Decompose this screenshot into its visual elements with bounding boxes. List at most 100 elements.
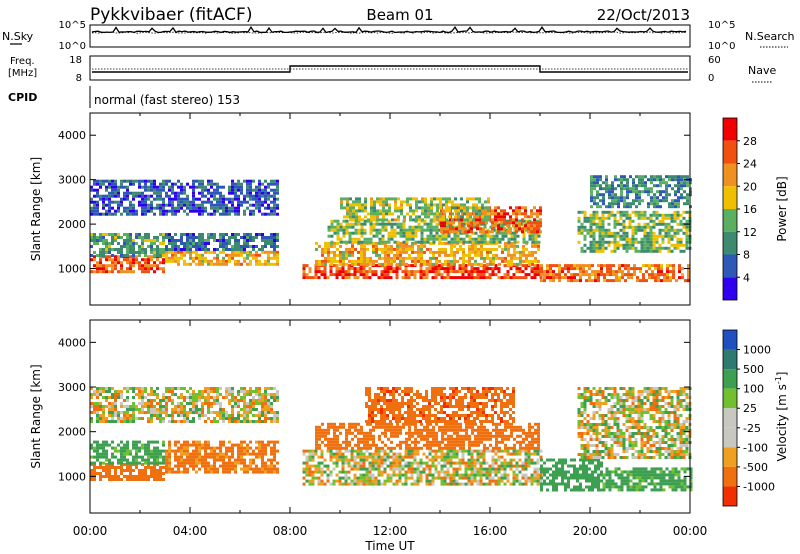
power-cell xyxy=(639,279,642,283)
velocity-cell xyxy=(311,470,315,474)
power-cell xyxy=(150,255,153,259)
power-cell xyxy=(243,209,246,213)
power-cell xyxy=(371,270,375,274)
velocity-cell xyxy=(162,408,165,411)
power-cell xyxy=(530,209,533,213)
velocity-cell xyxy=(99,446,102,450)
power-cell xyxy=(141,197,144,201)
power-cell xyxy=(237,206,240,210)
velocity-cell xyxy=(210,402,213,405)
power-cell xyxy=(384,228,388,232)
power-cell xyxy=(674,199,677,203)
velocity-cell xyxy=(114,446,117,450)
power-cell xyxy=(466,206,469,210)
power-cell xyxy=(249,209,252,213)
velocity-cell xyxy=(189,399,192,402)
power-cell xyxy=(603,273,606,277)
power-cell xyxy=(105,251,108,254)
power-cell xyxy=(329,267,333,271)
power-cell xyxy=(599,175,602,179)
velocity-cell xyxy=(222,414,225,417)
power-cell xyxy=(264,191,267,195)
power-cell xyxy=(378,231,382,235)
power-cell xyxy=(231,203,234,207)
power-cell xyxy=(342,259,345,263)
power-cell xyxy=(411,250,414,254)
velocity-cell xyxy=(249,399,252,402)
velocity-cell xyxy=(273,458,276,462)
power-cell xyxy=(412,218,415,222)
power-cell xyxy=(531,262,534,266)
power-cell xyxy=(504,247,507,251)
velocity-cell xyxy=(380,461,384,465)
power-cell xyxy=(605,190,608,194)
power-cell xyxy=(138,251,141,254)
velocity-cell xyxy=(389,461,393,465)
power-cell xyxy=(343,206,346,210)
power-cell xyxy=(653,202,656,206)
power-cell xyxy=(464,230,467,234)
power-cell xyxy=(561,267,564,271)
power-cell xyxy=(370,206,373,210)
power-cell xyxy=(524,273,528,277)
velocity-cell xyxy=(108,408,111,411)
power-cell xyxy=(491,212,494,216)
velocity-cell xyxy=(108,458,111,462)
power-cell xyxy=(354,228,358,232)
velocity-cell xyxy=(201,402,204,405)
power-cell xyxy=(679,243,683,247)
power-cell xyxy=(644,190,647,194)
power-cell xyxy=(117,251,120,254)
power-cell xyxy=(643,231,647,235)
power-cell xyxy=(599,178,602,182)
velocity-cell xyxy=(186,455,189,459)
power-cell xyxy=(105,194,108,198)
power-cell xyxy=(96,236,99,239)
power-cell xyxy=(400,209,403,213)
velocity-cell xyxy=(219,449,222,453)
power-cell xyxy=(411,225,415,229)
velocity-cell xyxy=(171,420,174,423)
power-region xyxy=(165,250,279,266)
power-cell xyxy=(580,231,584,235)
velocity-cell xyxy=(389,455,393,459)
velocity-cell xyxy=(276,467,279,471)
power-cell xyxy=(159,251,162,254)
velocity-cell xyxy=(243,414,246,417)
power-cell xyxy=(252,253,255,257)
power-cell xyxy=(144,200,147,204)
power-cell xyxy=(409,218,412,222)
velocity-cell xyxy=(96,452,99,456)
velocity-cell xyxy=(258,452,261,456)
velocity-cell xyxy=(237,458,240,462)
power-cell xyxy=(656,196,659,200)
power-cell xyxy=(555,273,558,277)
power-cell xyxy=(583,213,587,217)
velocity-cell xyxy=(117,411,120,414)
velocity-cell xyxy=(225,414,228,417)
power-cell xyxy=(676,228,680,232)
velocity-cell xyxy=(156,396,159,399)
power-cell xyxy=(255,200,258,204)
power-cell xyxy=(324,262,327,266)
power-cell xyxy=(487,209,490,213)
velocity-cell xyxy=(377,470,381,474)
power-cell xyxy=(472,218,475,222)
power-cell xyxy=(579,276,582,280)
velocity-cell xyxy=(195,461,198,465)
power-cell xyxy=(369,262,372,266)
power-cell xyxy=(443,227,446,231)
power-cell xyxy=(219,262,222,266)
power-cell xyxy=(608,202,611,206)
power-cell xyxy=(663,276,666,280)
power-cell xyxy=(635,193,638,197)
power-cell xyxy=(605,181,608,185)
power-cell xyxy=(159,206,162,210)
power-cell xyxy=(459,256,462,260)
power-cell xyxy=(601,243,605,247)
power-cell xyxy=(177,191,180,195)
power-cell xyxy=(183,233,186,236)
power-cell xyxy=(678,267,681,271)
velocity-cell xyxy=(102,466,105,469)
power-cell xyxy=(426,247,429,251)
